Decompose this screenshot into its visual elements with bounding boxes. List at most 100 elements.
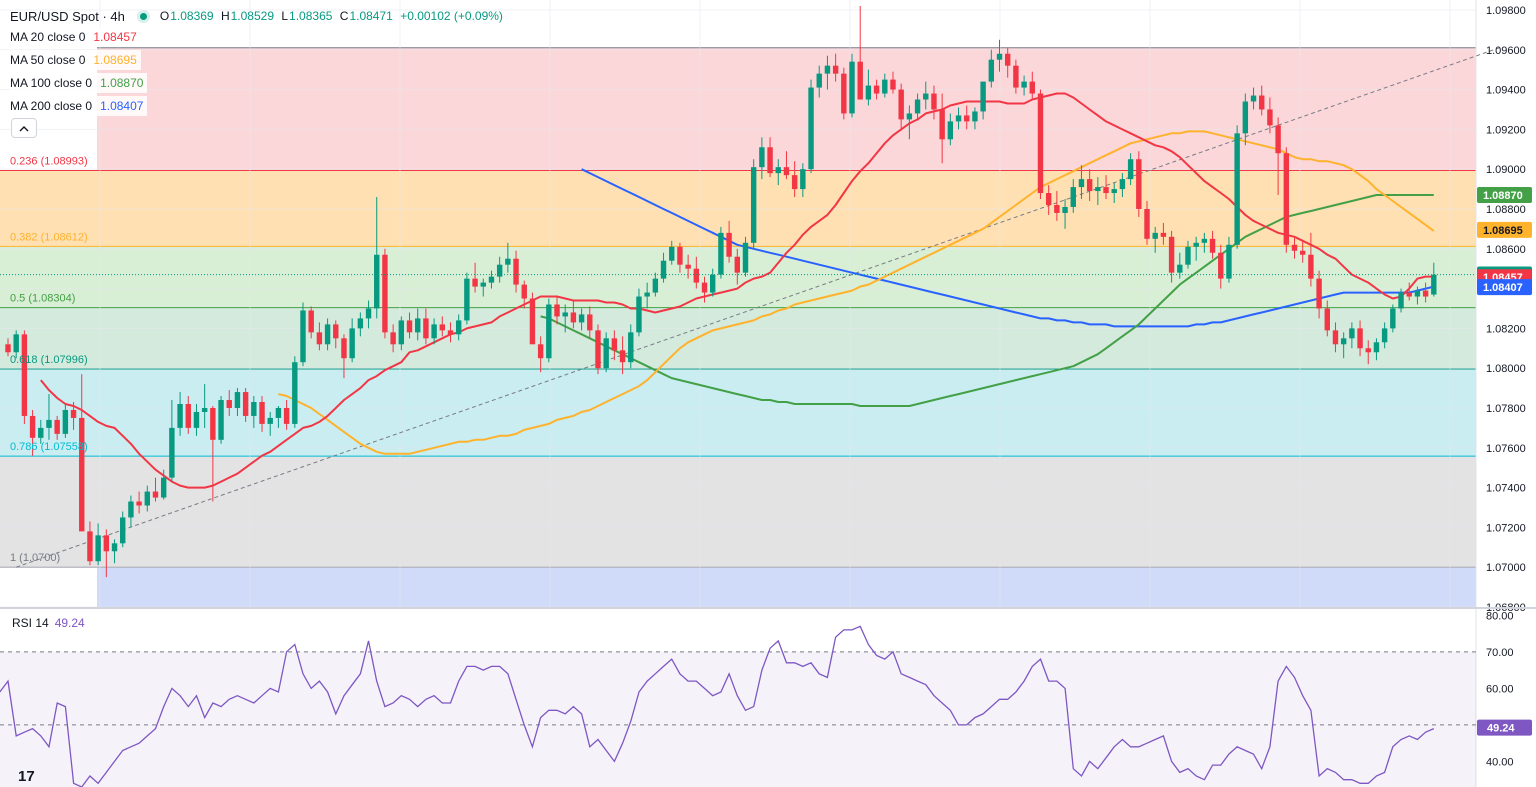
candle[interactable] (636, 288, 642, 337)
candle[interactable] (349, 318, 355, 363)
candle[interactable] (800, 163, 806, 198)
candle[interactable] (554, 296, 560, 325)
candle[interactable] (152, 477, 159, 502)
candle[interactable] (1340, 332, 1347, 359)
rsi-badge[interactable]: 49.24 (1477, 719, 1532, 736)
price-badge[interactable]: 1.08870 (1477, 187, 1532, 204)
candle[interactable] (988, 49, 995, 88)
candle[interactable] (201, 384, 208, 428)
candle[interactable] (357, 312, 364, 337)
candle[interactable] (1152, 226, 1158, 253)
candle[interactable] (955, 107, 962, 130)
candle[interactable] (160, 469, 167, 500)
candle[interactable] (1332, 322, 1339, 353)
candle[interactable] (890, 71, 896, 94)
candle[interactable] (824, 55, 831, 90)
candle[interactable] (939, 93, 945, 164)
candle[interactable] (292, 356, 298, 428)
candle[interactable] (87, 521, 93, 566)
candle[interactable] (1021, 75, 1027, 96)
candle[interactable] (873, 79, 880, 100)
candle[interactable] (1045, 185, 1052, 215)
candle[interactable] (841, 67, 847, 120)
candle[interactable] (1209, 230, 1216, 259)
candle[interactable] (1029, 71, 1035, 100)
candle[interactable] (1390, 304, 1396, 333)
candle[interactable] (259, 396, 265, 432)
candle[interactable] (865, 69, 872, 106)
candle[interactable] (455, 314, 462, 341)
candle[interactable] (628, 324, 634, 369)
candle[interactable] (1111, 183, 1117, 203)
candle[interactable] (1283, 147, 1290, 253)
candle[interactable] (365, 300, 372, 329)
candle[interactable] (644, 282, 650, 309)
candle[interactable] (849, 53, 855, 118)
candle[interactable] (1078, 165, 1085, 200)
candle[interactable] (38, 419, 44, 444)
candle[interactable] (947, 113, 954, 146)
candle[interactable] (1299, 240, 1306, 263)
candle[interactable] (767, 137, 773, 178)
symbol-title[interactable]: EUR/USD Spot · 4h (10, 8, 125, 24)
candle[interactable] (185, 396, 191, 434)
candle[interactable] (521, 280, 527, 309)
candle[interactable] (652, 272, 659, 297)
candle[interactable] (898, 83, 904, 130)
candle[interactable] (54, 415, 60, 440)
candle[interactable] (341, 334, 347, 379)
candle[interactable] (1373, 338, 1380, 361)
candle[interactable] (464, 272, 470, 325)
candle[interactable] (70, 402, 77, 430)
indicator-row[interactable]: MA 20 close 0 1.08457 (10, 27, 141, 47)
candle[interactable] (562, 304, 568, 333)
candle[interactable] (546, 298, 552, 363)
candle[interactable] (857, 5, 863, 100)
indicator-row[interactable]: MA 100 close 0 1.08870 (10, 73, 148, 93)
candle[interactable] (1201, 232, 1208, 253)
candle[interactable] (1004, 47, 1011, 78)
ma20-line[interactable] (40, 92, 1434, 489)
rsi-label[interactable]: RSI 14 (12, 616, 49, 630)
ma50-line[interactable] (278, 130, 1435, 455)
candle[interactable] (685, 254, 691, 279)
candle[interactable] (1422, 282, 1429, 303)
indicator-row[interactable]: MA 50 close 0 1.08695 (10, 50, 141, 70)
candle[interactable] (1168, 230, 1175, 283)
candle[interactable] (79, 374, 85, 532)
candle[interactable] (1226, 236, 1232, 283)
candle[interactable] (62, 404, 69, 438)
candle[interactable] (439, 316, 446, 337)
candle[interactable] (226, 390, 232, 416)
candle[interactable] (316, 322, 323, 351)
candle[interactable] (783, 151, 790, 180)
candle[interactable] (13, 330, 19, 359)
candle[interactable] (210, 405, 216, 502)
candle[interactable] (1234, 125, 1240, 249)
candle[interactable] (972, 107, 978, 130)
candle[interactable] (1324, 300, 1330, 337)
candle[interactable] (390, 324, 396, 353)
candle[interactable] (693, 256, 700, 289)
price-badge[interactable]: 1.08407 (1477, 279, 1532, 296)
candle[interactable] (882, 73, 888, 98)
candle[interactable] (914, 93, 921, 120)
candle[interactable] (1095, 177, 1101, 205)
candle[interactable] (1054, 191, 1060, 221)
candle[interactable] (923, 81, 929, 110)
candle[interactable] (267, 411, 273, 436)
candle[interactable] (1308, 232, 1314, 287)
candle[interactable] (750, 159, 757, 249)
candle[interactable] (1218, 244, 1224, 289)
candle[interactable] (611, 330, 618, 361)
candle[interactable] (21, 330, 28, 424)
candle[interactable] (1259, 85, 1265, 116)
candle[interactable] (1250, 87, 1257, 110)
candle[interactable] (734, 248, 740, 285)
candle[interactable] (1275, 117, 1281, 196)
candle[interactable] (111, 539, 118, 564)
candle[interactable] (103, 529, 110, 578)
collapse-legend-button[interactable] (11, 118, 37, 138)
rsi-line[interactable] (0, 625, 1435, 787)
candle[interactable] (619, 336, 626, 375)
